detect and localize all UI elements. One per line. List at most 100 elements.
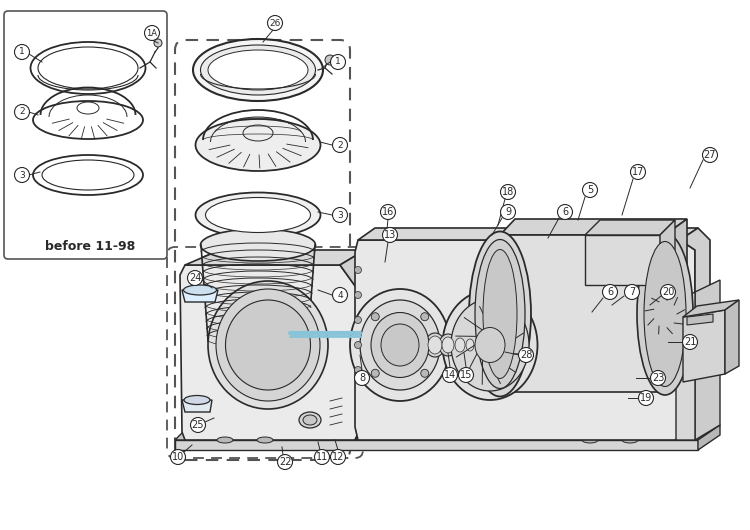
Ellipse shape [196,119,320,171]
Polygon shape [683,300,739,317]
Ellipse shape [371,313,429,377]
Polygon shape [185,250,365,265]
Polygon shape [182,290,218,302]
Ellipse shape [428,336,442,354]
Circle shape [557,205,572,219]
Text: 21: 21 [684,337,696,347]
Text: 17: 17 [632,167,644,177]
Ellipse shape [196,192,320,237]
Ellipse shape [303,415,317,425]
Polygon shape [175,440,698,450]
Text: 1: 1 [20,48,25,57]
Ellipse shape [466,339,474,351]
Circle shape [14,45,29,59]
Polygon shape [687,314,713,325]
Text: 12: 12 [332,452,344,462]
Circle shape [314,449,329,464]
Text: 9: 9 [505,207,511,217]
FancyBboxPatch shape [4,11,167,259]
Ellipse shape [381,324,419,366]
Ellipse shape [439,334,457,356]
Text: 6: 6 [607,287,613,297]
Polygon shape [355,240,695,440]
Polygon shape [660,220,675,285]
Polygon shape [680,228,710,440]
Ellipse shape [463,336,477,354]
Text: 4: 4 [338,290,343,299]
Circle shape [625,285,640,299]
Circle shape [355,267,362,273]
Circle shape [703,147,718,163]
Ellipse shape [208,326,308,354]
Circle shape [638,391,653,405]
Circle shape [458,367,473,383]
Text: 20: 20 [662,287,674,297]
Polygon shape [698,425,720,450]
Ellipse shape [184,285,217,295]
Ellipse shape [451,299,529,391]
Polygon shape [180,265,360,440]
Text: 27: 27 [704,150,716,160]
Text: 3: 3 [338,210,343,219]
Text: 26: 26 [269,19,280,28]
Polygon shape [585,235,660,285]
Text: 11: 11 [316,452,328,462]
Text: 28: 28 [520,350,532,360]
Circle shape [355,316,362,323]
Circle shape [355,292,362,298]
Text: 24: 24 [189,273,201,283]
Ellipse shape [475,328,505,363]
Text: 3: 3 [20,171,25,180]
Ellipse shape [442,290,538,400]
Ellipse shape [206,198,310,233]
Circle shape [331,449,346,464]
Circle shape [500,184,515,199]
Text: 25: 25 [192,420,204,430]
Ellipse shape [226,300,310,390]
Polygon shape [683,310,725,382]
Text: 15: 15 [460,370,472,380]
Polygon shape [340,250,370,440]
Ellipse shape [208,50,308,90]
Circle shape [145,25,160,40]
Circle shape [650,370,665,385]
Text: 1: 1 [335,57,340,66]
Circle shape [154,39,162,47]
Circle shape [355,341,362,349]
Text: 1A: 1A [146,29,158,38]
Circle shape [382,227,398,243]
Text: 8: 8 [359,373,365,383]
Ellipse shape [184,395,210,404]
Ellipse shape [622,437,638,443]
Polygon shape [665,219,687,392]
Ellipse shape [483,250,517,378]
Ellipse shape [208,281,328,409]
Text: 18: 18 [502,187,515,197]
Polygon shape [175,425,720,440]
Circle shape [331,55,346,69]
Polygon shape [695,280,720,440]
Text: 16: 16 [382,207,394,217]
Circle shape [380,205,395,219]
Text: 2: 2 [338,140,343,149]
Ellipse shape [193,39,323,101]
Circle shape [442,367,458,383]
Ellipse shape [475,240,525,388]
Circle shape [14,167,29,182]
Ellipse shape [360,300,440,390]
Text: 2: 2 [20,108,25,117]
Text: 5: 5 [586,185,593,195]
Ellipse shape [644,242,686,386]
Circle shape [500,205,515,219]
Circle shape [190,418,206,432]
Circle shape [583,182,598,198]
Text: 23: 23 [652,373,664,383]
Circle shape [518,348,533,363]
Text: 6: 6 [562,207,568,217]
Circle shape [355,370,370,385]
Ellipse shape [442,337,454,353]
Circle shape [278,455,292,470]
Text: 22: 22 [279,457,291,467]
Circle shape [421,369,429,377]
Ellipse shape [257,437,273,443]
